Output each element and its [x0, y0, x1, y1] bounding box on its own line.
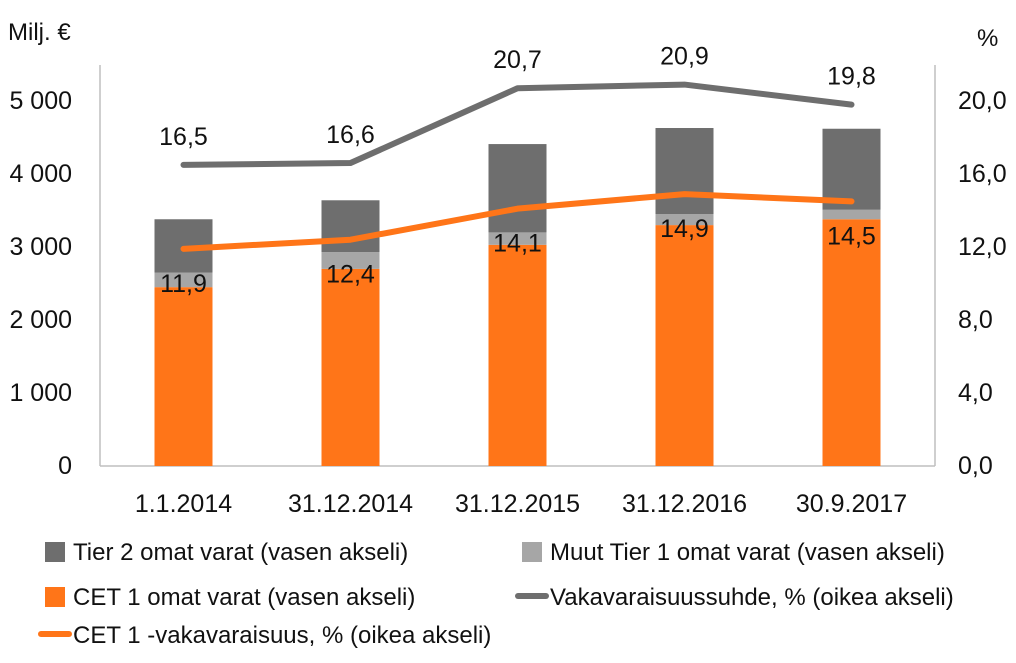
legend-swatch — [45, 587, 65, 607]
data-label: 16,5 — [159, 123, 208, 151]
bar-segment-2-4 — [822, 128, 881, 210]
data-label: 14,9 — [660, 215, 709, 243]
data-label: 16,6 — [326, 121, 375, 149]
bar-segment-0-2 — [488, 244, 547, 466]
bar-segment-2-1 — [321, 200, 380, 253]
left-tick-label: 4 000 — [9, 160, 72, 188]
right-tick-label: 8,0 — [958, 306, 993, 334]
left-tick-label: 2 000 — [9, 306, 72, 334]
bar-segment-0-3 — [655, 225, 714, 466]
bar-segment-1-2 — [488, 232, 547, 245]
legend-label: Vakavaraisuussuhde, % (oikea akseli) — [550, 584, 954, 611]
bar-segment-1-0 — [154, 272, 213, 288]
bar-segment-2-2 — [488, 144, 547, 233]
x-tick-label: 30.9.2017 — [796, 490, 907, 518]
data-label: 19,8 — [827, 63, 876, 91]
x-tick-label: 1.1.2014 — [135, 490, 232, 518]
x-tick-label: 31.12.2015 — [455, 490, 580, 518]
legend-label: Muut Tier 1 omat varat (vasen akseli) — [550, 539, 945, 566]
left-axis-unit: Milj. € — [8, 19, 71, 46]
bar-segment-2-3 — [655, 128, 714, 215]
data-label: 14,1 — [493, 230, 542, 258]
left-tick-label: 3 000 — [9, 233, 72, 261]
bar-segment-0-1 — [321, 268, 380, 466]
data-label: 11,9 — [160, 270, 207, 298]
right-tick-label: 4,0 — [958, 379, 993, 407]
bar-segment-0-0 — [154, 287, 213, 466]
left-tick-label: 0 — [58, 452, 72, 480]
line-series-1 — [180, 191, 855, 252]
bar-segment-1-1 — [321, 252, 380, 269]
right-axis-unit: % — [977, 25, 998, 52]
data-label: 20,7 — [493, 46, 542, 74]
legend-label: CET 1 -vakavaraisuus, % (oikea akseli) — [73, 622, 491, 649]
bar-segment-1-3 — [655, 214, 714, 226]
tick-label-group: 1.1.2014 31.12.2014 31.12.2015 31.12.2016 30… — [9, 87, 1006, 518]
bar-segment-0-4 — [822, 219, 881, 466]
data-label-group: 16,5 16,6 20,7 20,9 19,8 11,9 12,4 14,1 14,9 14,5 — [159, 43, 876, 298]
bar-group — [154, 128, 881, 466]
line-group — [180, 81, 855, 252]
right-tick-label: 20,0 — [958, 87, 1007, 115]
right-tick-label: 16,0 — [958, 160, 1007, 188]
x-tick-label: 31.12.2014 — [288, 490, 413, 518]
x-tick-label: 31.12.2016 — [622, 490, 747, 518]
legend-label: Tier 2 omat varat (vasen akseli) — [73, 539, 408, 566]
data-label: 14,5 — [827, 222, 876, 250]
bar-segment-1-4 — [822, 209, 881, 220]
left-tick-label: 5 000 — [9, 87, 72, 115]
legend: Tier 2 omat varat (vasen akseli) Muut Tie… — [38, 539, 954, 649]
line-series-0 — [180, 81, 855, 168]
right-tick-label: 0,0 — [958, 452, 993, 480]
data-label: 12,4 — [326, 261, 375, 289]
data-label: 20,9 — [660, 43, 709, 71]
legend-label: CET 1 omat varat (vasen akseli) — [73, 584, 415, 611]
right-tick-label: 12,0 — [958, 233, 1007, 261]
legend-swatch — [45, 542, 65, 562]
legend-swatch — [522, 542, 542, 562]
left-tick-label: 1 000 — [9, 379, 72, 407]
